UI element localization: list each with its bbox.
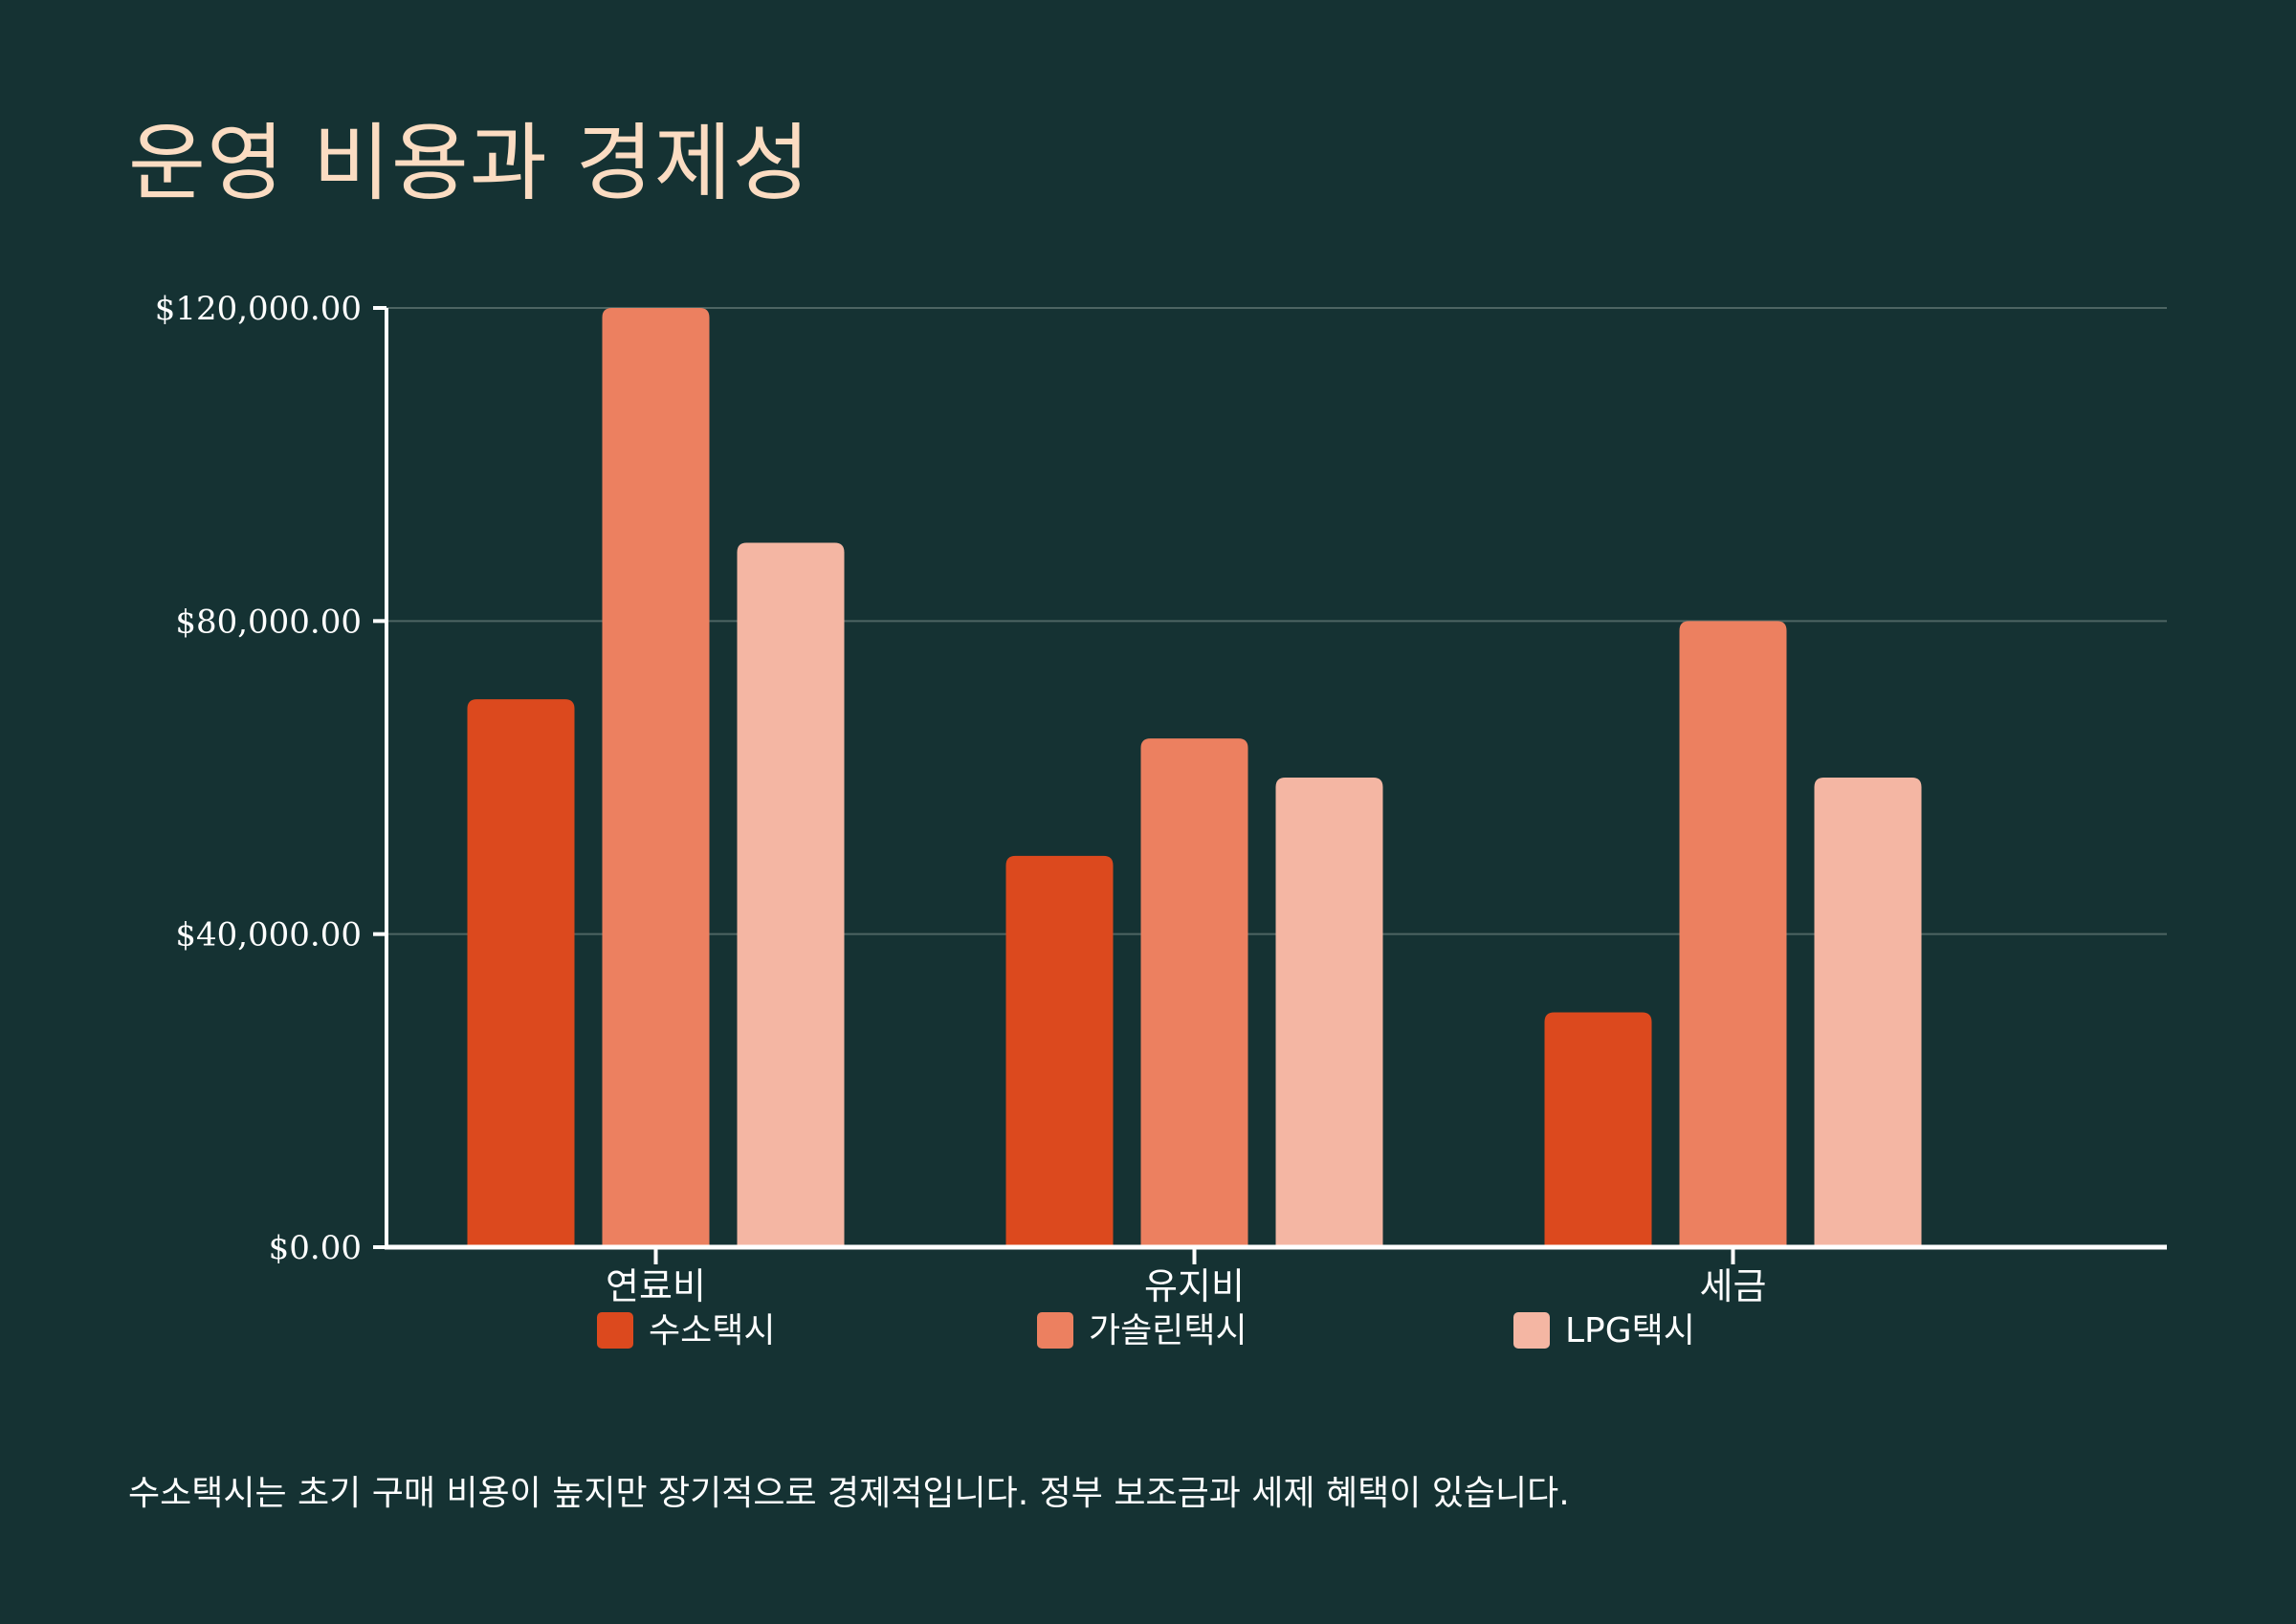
chart-caption: 수소택시는 초기 구매 비용이 높지만 장기적으로 경제적입니다. 정부 보조금… bbox=[128, 1474, 1570, 1513]
bar-1-3 bbox=[1544, 1012, 1652, 1247]
legend-label-1: 수소택시 bbox=[649, 1311, 775, 1350]
legend-swatch-1 bbox=[597, 1312, 633, 1349]
y-tick-label: $80,000.00 bbox=[175, 603, 362, 641]
bar-3-3 bbox=[1814, 778, 1922, 1247]
ticks: $0.00 $40,000.00 $80,000.00 $120,000.00 연료비 유… bbox=[155, 290, 1767, 1307]
bar-1-2 bbox=[1005, 855, 1114, 1247]
bars bbox=[467, 308, 1922, 1247]
bar-3-1 bbox=[737, 542, 845, 1247]
axes bbox=[385, 308, 2167, 1250]
x-tick-label: 세금 bbox=[1700, 1265, 1767, 1307]
bar-2-3 bbox=[1679, 621, 1787, 1247]
y-tick-label: $120,000.00 bbox=[155, 290, 362, 328]
bar-2-2 bbox=[1140, 738, 1248, 1247]
legend-label-3: LPG택시 bbox=[1565, 1311, 1695, 1350]
bar-3-2 bbox=[1275, 778, 1383, 1247]
y-tick-label: $0.00 bbox=[269, 1229, 362, 1267]
bar-2-1 bbox=[602, 308, 710, 1247]
x-tick-label: 유지비 bbox=[1144, 1265, 1245, 1307]
bar-1-1 bbox=[467, 699, 575, 1247]
legend: 수소택시 가솔린택시 LPG택시 bbox=[597, 1311, 1695, 1350]
x-tick-label: 연료비 bbox=[606, 1265, 706, 1307]
legend-swatch-3 bbox=[1513, 1312, 1550, 1349]
page-title: 운영 비용과 경제성 bbox=[128, 114, 811, 212]
y-tick-label: $40,000.00 bbox=[175, 916, 362, 955]
legend-swatch-2 bbox=[1037, 1312, 1073, 1349]
legend-label-2: 가솔린택시 bbox=[1089, 1311, 1247, 1350]
